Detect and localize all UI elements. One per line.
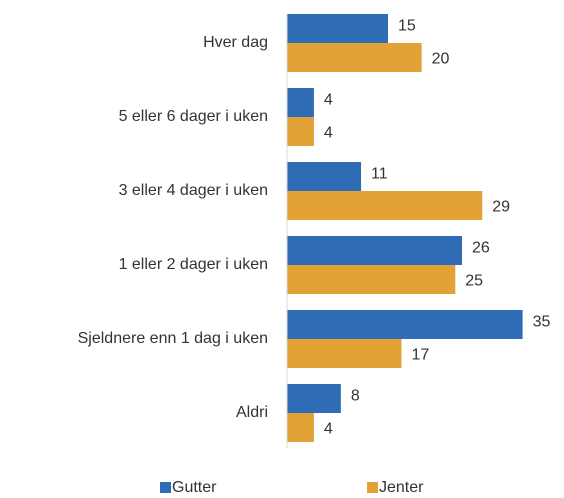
data-label: 15 [398,18,416,35]
legend-label: Gutter [172,479,217,496]
bar [287,384,341,413]
y-tick-label: Hver dag [203,34,268,51]
data-label: 26 [472,240,490,257]
legend-swatch [367,482,378,493]
y-tick-label: Sjeldnere enn 1 dag i uken [78,330,268,347]
data-label: 20 [432,51,450,68]
bar [287,339,402,368]
legend-swatch [160,482,171,493]
legend-label: Jenter [379,479,424,496]
bar [287,191,483,220]
bar [287,117,314,146]
data-label: 29 [492,199,510,216]
bar [287,162,362,191]
bar [287,310,523,339]
data-label: 25 [465,273,483,290]
data-label: 11 [371,166,388,183]
y-tick-label: 5 eller 6 dager i uken [119,108,268,125]
y-tick-label: 3 eller 4 dager i uken [119,182,268,199]
bar [287,14,388,43]
data-label: 4 [324,421,333,438]
data-label: 35 [533,314,551,331]
y-tick-label: 1 eller 2 dager i uken [119,256,268,273]
data-label: 4 [324,125,333,142]
bar [287,413,314,442]
data-label: 4 [324,92,333,109]
bar [287,88,314,117]
data-label: 8 [351,388,360,405]
data-label: 17 [411,347,429,364]
bar [287,236,463,265]
bar [287,43,422,72]
y-tick-label: Aldri [236,404,268,421]
bar [287,265,456,294]
